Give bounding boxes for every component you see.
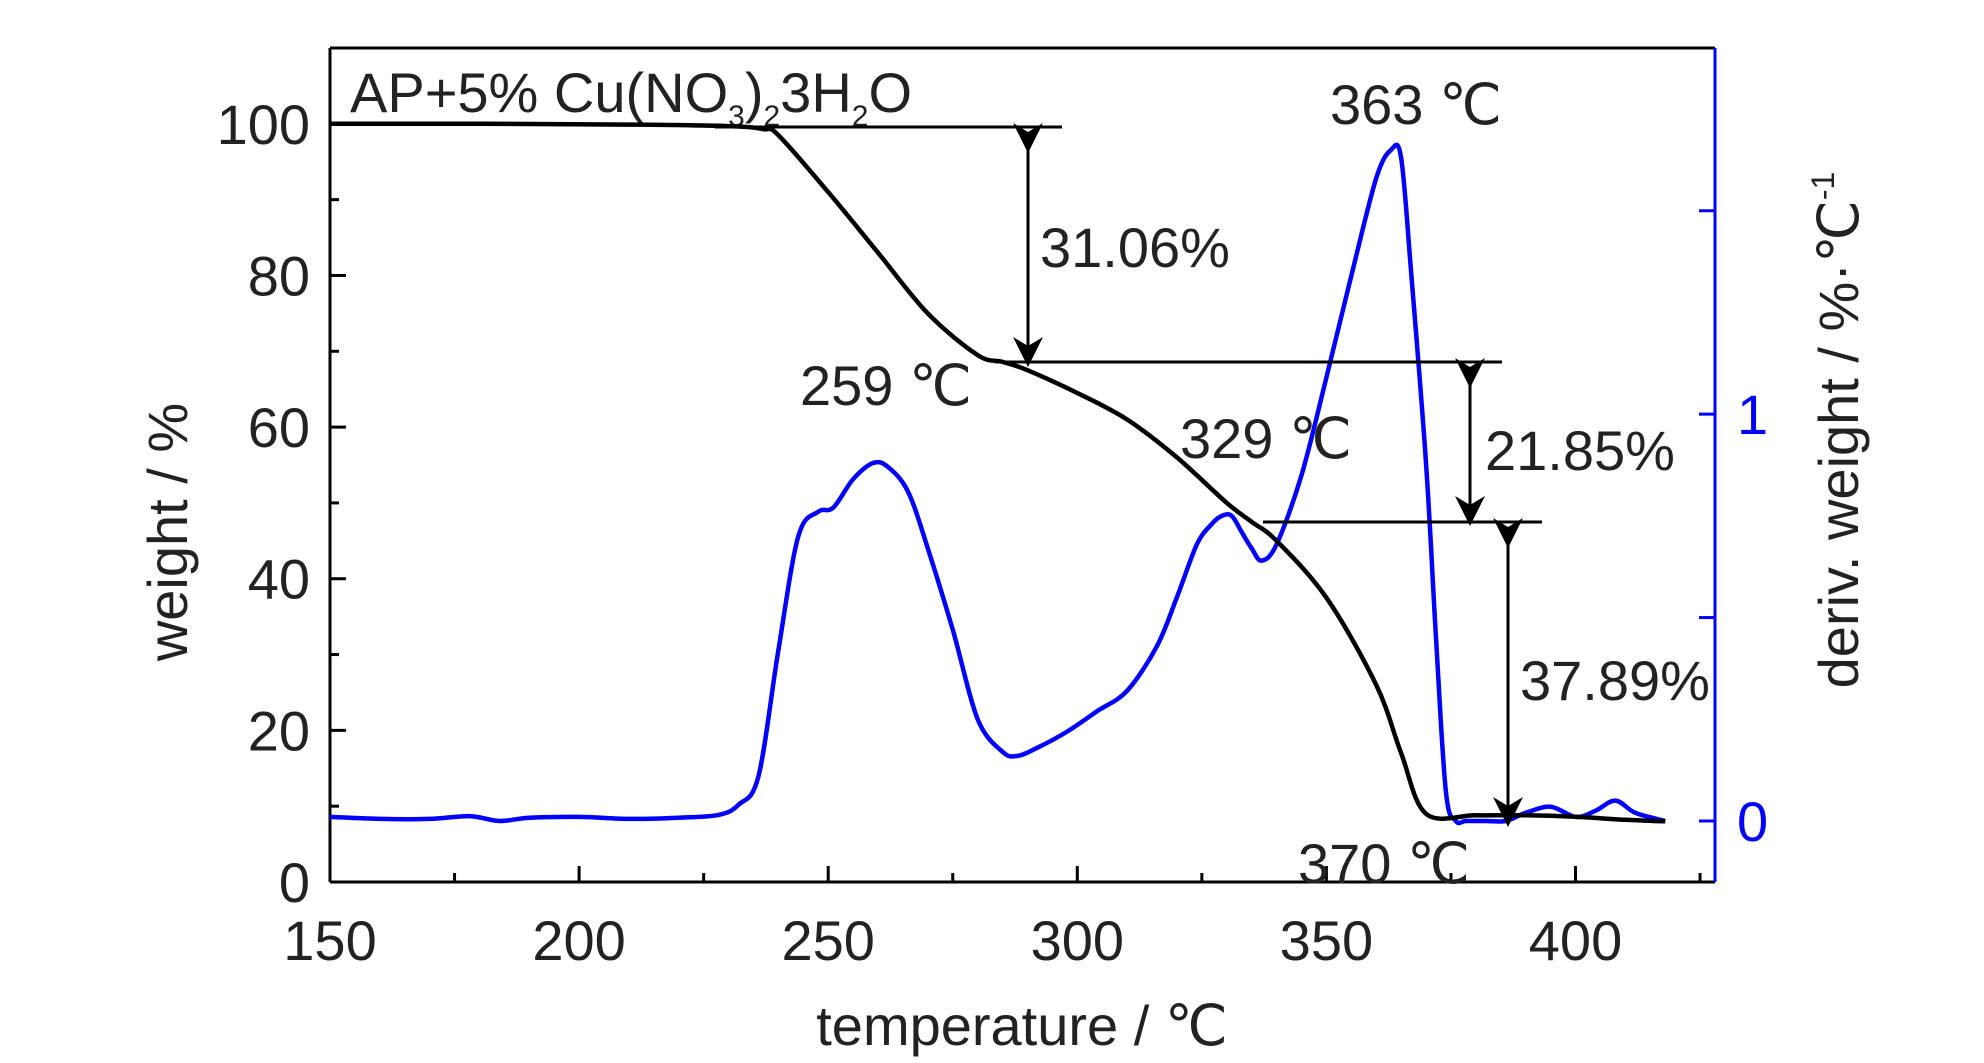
x-tick-label: 200 bbox=[532, 909, 625, 972]
x-tick-label: 400 bbox=[1529, 909, 1622, 972]
y-tick-label: 60 bbox=[248, 396, 310, 459]
annotation-peak-329: 329 ℃ bbox=[1180, 407, 1352, 470]
y2-tick-label: 0 bbox=[1737, 790, 1768, 853]
x-tick-label: 300 bbox=[1031, 909, 1124, 972]
y2-tick-label: 1 bbox=[1737, 383, 1768, 446]
title-part-3: 3H bbox=[780, 61, 852, 124]
x-tick-label: 350 bbox=[1280, 909, 1373, 972]
annotation-loss-2: 21.85% bbox=[1485, 419, 1675, 482]
series-line-weight bbox=[329, 121, 1666, 824]
x-tick-label: 250 bbox=[781, 909, 874, 972]
annotation-end-370: 370 ℃ bbox=[1298, 832, 1470, 895]
y-tick-label: 100 bbox=[217, 93, 310, 156]
annotation-peak-363: 363 ℃ bbox=[1330, 73, 1502, 136]
y2-axis-title: deriv. weight / %·℃-1 bbox=[1805, 172, 1870, 689]
x-axis-title: temperature / ℃ bbox=[816, 994, 1228, 1057]
x-tick-label: 150 bbox=[283, 909, 376, 972]
annotation-loss-1: 31.06% bbox=[1040, 216, 1230, 279]
y-tick-label: 40 bbox=[248, 548, 310, 611]
chart-title: AP+5% Cu(NO3)23H2O bbox=[350, 61, 912, 133]
annotation-peak-259: 259 ℃ bbox=[800, 354, 972, 417]
series-line-deriv bbox=[329, 142, 1666, 826]
title-part-1: AP+5% Cu(NO bbox=[350, 61, 728, 124]
y2-axis-title-main: deriv. weight / %·℃ bbox=[1807, 200, 1870, 688]
y-tick-label: 20 bbox=[248, 699, 310, 762]
y-axis-title: weight / % bbox=[136, 403, 199, 662]
y-tick-label: 0 bbox=[279, 851, 310, 914]
annotation-loss-3: 37.89% bbox=[1520, 649, 1710, 712]
y2-axis-title-exponent: -1 bbox=[1805, 172, 1841, 200]
title-sub-2: 2 bbox=[763, 100, 780, 133]
title-part-2: ) bbox=[745, 61, 764, 124]
title-part-4: O bbox=[868, 61, 912, 124]
title-sub-3: 2 bbox=[852, 100, 869, 133]
y-tick-label: 80 bbox=[248, 244, 310, 307]
